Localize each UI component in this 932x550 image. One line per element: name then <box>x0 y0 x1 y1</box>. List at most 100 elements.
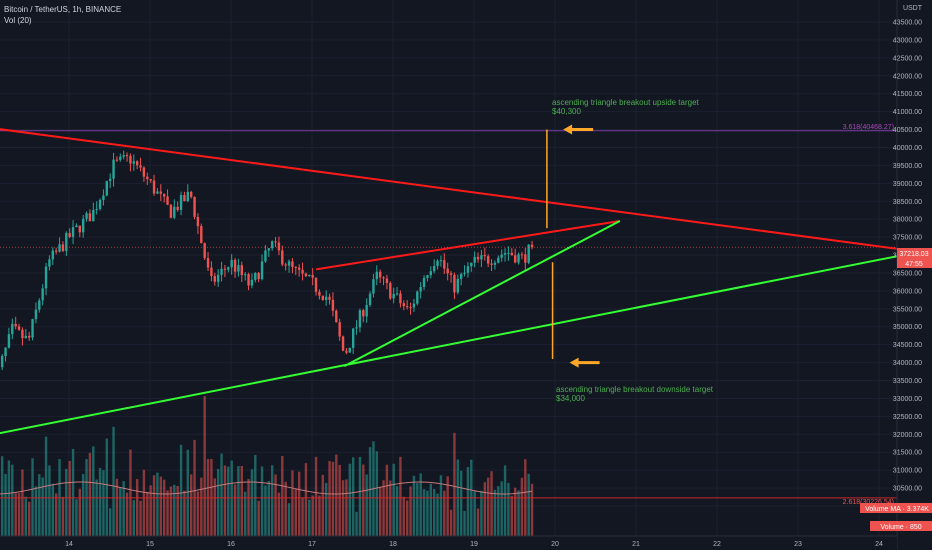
volume-bar <box>193 439 196 536</box>
x-tick-label: 22 <box>713 541 721 548</box>
y-tick-label: 36500.00 <box>893 270 922 277</box>
volume-bar <box>189 474 193 536</box>
candle-body <box>382 277 385 279</box>
candle-body <box>473 256 476 263</box>
candle-body <box>392 294 395 299</box>
y-tick-label: 39000.00 <box>893 181 922 188</box>
volume-bar <box>473 491 476 536</box>
volume-bar <box>78 488 81 536</box>
candles <box>0 150 534 371</box>
volume-bar <box>416 483 419 536</box>
volume-bar <box>108 508 112 536</box>
candle-body <box>203 243 206 259</box>
candle-body <box>277 242 281 251</box>
volume-bar <box>338 465 341 536</box>
candle-body <box>146 176 149 180</box>
volume-bar <box>365 474 368 536</box>
candle-body <box>27 335 31 338</box>
volume-bar <box>135 479 139 536</box>
candle-body <box>85 213 88 219</box>
volume-indicator-title[interactable]: Vol (20) <box>4 16 32 25</box>
x-tick-label: 20 <box>551 541 559 548</box>
candle-body <box>497 257 500 263</box>
volume-bar <box>335 454 338 536</box>
volume-bar <box>105 438 108 536</box>
symbol-title[interactable]: Bitcoin / TetherUS, 1h, BINANCE <box>4 5 122 14</box>
volume-bar <box>520 477 524 536</box>
candle-body <box>419 286 422 292</box>
candle-body <box>466 266 470 273</box>
volume-bar <box>453 432 456 536</box>
candle-body <box>453 274 456 293</box>
candle-body <box>216 274 220 282</box>
volume-badge <box>870 521 932 531</box>
volume-bar <box>203 396 206 536</box>
candle-body <box>179 195 183 210</box>
candle-body <box>227 267 230 270</box>
time-axis[interactable] <box>0 536 897 550</box>
volume-bar <box>483 482 486 536</box>
volume-bar <box>311 495 314 536</box>
x-tick-label: 24 <box>875 541 883 548</box>
candle-body <box>446 268 449 274</box>
candle-body <box>58 244 61 252</box>
volume-bar <box>385 464 389 536</box>
volume-bar <box>459 470 463 536</box>
time-axis-ticks: 14 15 16 17 18 19 20 21 22 23 24 <box>65 541 883 548</box>
candle-body <box>362 310 365 317</box>
volume-bar <box>139 500 142 536</box>
volume-bar <box>500 481 503 536</box>
volume-bar <box>102 470 105 536</box>
candle-body <box>486 256 490 264</box>
triangle-top-line <box>315 219 620 271</box>
candle-body <box>510 252 513 256</box>
volume-bar <box>345 479 348 536</box>
candle-body <box>507 252 510 254</box>
volume-bar <box>125 492 129 536</box>
candle-body <box>206 258 210 268</box>
volume-bar <box>186 449 189 536</box>
candle-body <box>51 250 54 260</box>
candle-body <box>95 208 98 210</box>
volume-bar <box>284 481 287 536</box>
candle-body <box>297 267 301 270</box>
volume-bar <box>200 477 203 536</box>
candle-body <box>257 273 260 280</box>
volume-bar <box>31 458 34 536</box>
candle-body <box>308 274 311 277</box>
upside-arrow-icon <box>563 124 594 135</box>
volume-bar <box>54 493 58 536</box>
volume-bar <box>294 488 297 536</box>
resistance-trendline <box>0 128 904 251</box>
candle-body <box>71 227 75 238</box>
volume-ma-line <box>0 481 533 495</box>
volume-bar <box>0 456 4 536</box>
volume-bar <box>68 460 71 536</box>
candle-body <box>436 260 439 267</box>
volume-bar <box>176 485 179 536</box>
volume-bar <box>301 497 304 536</box>
candle-body <box>375 271 378 280</box>
volume-bar <box>405 500 409 536</box>
price-axis[interactable] <box>897 0 932 550</box>
candle-body <box>318 291 321 296</box>
candle-body <box>281 250 284 265</box>
x-tick-label: 16 <box>227 541 235 548</box>
candle-body <box>65 232 68 251</box>
volume-bar <box>274 474 277 536</box>
volume-bar <box>362 464 365 536</box>
x-tick-label: 18 <box>389 541 397 548</box>
volume-bar <box>122 481 125 536</box>
candle-body <box>260 261 264 280</box>
fib-lower-label: 2.618(30226.54) <box>843 499 894 506</box>
candle-body <box>159 191 162 194</box>
volume-bar <box>392 463 395 536</box>
volume-bar <box>503 465 507 536</box>
candle-body <box>183 195 186 202</box>
y-tick-label: 41500.00 <box>893 91 922 98</box>
candle-body <box>385 278 389 283</box>
candle-body <box>500 254 503 258</box>
candle-body <box>75 225 78 228</box>
